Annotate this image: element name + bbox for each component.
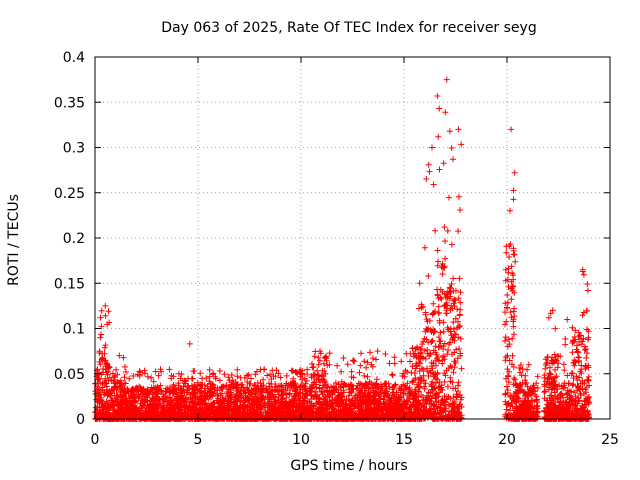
- roti-markers: [92, 76, 593, 422]
- y-tick-label: 0.25: [54, 186, 85, 202]
- grid-lines: [95, 57, 610, 419]
- y-tick-label: 0: [76, 412, 85, 428]
- x-tick-label: 25: [601, 432, 619, 448]
- y-tick-label: 0.3: [63, 141, 85, 157]
- y-tick-label: 0.05: [54, 367, 85, 383]
- y-tick-label: 0.2: [63, 231, 85, 247]
- y-tick-label: 0.1: [63, 322, 85, 338]
- x-tick-label: 5: [194, 432, 203, 448]
- x-tick-label: 20: [498, 432, 516, 448]
- x-axis-label: GPS time / hours: [290, 458, 407, 474]
- axis-ticks: 0 5 10 15 20 25 0 0.05 0.1 0.15 0.2 0.25 0.3 0.35 0.4: [54, 50, 619, 448]
- chart-title: Day 063 of 2025, Rate Of TEC Index for r…: [161, 20, 536, 36]
- y-tick-label: 0.35: [54, 95, 85, 111]
- y-axis-label: ROTI / TECUs: [6, 194, 22, 286]
- x-tick-label: 0: [91, 432, 100, 448]
- x-tick-label: 10: [292, 432, 310, 448]
- data-points: [92, 76, 593, 422]
- plot-frame: [94, 56, 611, 420]
- y-tick-label: 0.4: [63, 50, 85, 66]
- y-tick-label: 0.15: [54, 276, 85, 292]
- x-tick-label: 15: [395, 432, 413, 448]
